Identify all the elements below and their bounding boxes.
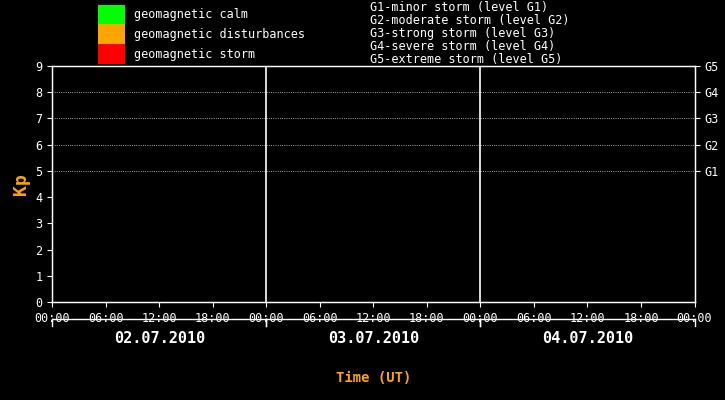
Text: 02.07.2010: 02.07.2010 <box>114 331 205 346</box>
Text: geomagnetic calm: geomagnetic calm <box>134 8 248 21</box>
Text: G5-extreme storm (level G5): G5-extreme storm (level G5) <box>370 53 562 66</box>
Text: G3-strong storm (level G3): G3-strong storm (level G3) <box>370 27 555 40</box>
Text: G4-severe storm (level G4): G4-severe storm (level G4) <box>370 40 555 53</box>
Text: Time (UT): Time (UT) <box>336 371 411 385</box>
Text: G2-moderate storm (level G2): G2-moderate storm (level G2) <box>370 14 569 27</box>
Bar <box>98 5 125 24</box>
Text: 04.07.2010: 04.07.2010 <box>542 331 633 346</box>
Text: 03.07.2010: 03.07.2010 <box>328 331 419 346</box>
Bar <box>98 44 125 64</box>
Bar <box>98 24 125 44</box>
Text: geomagnetic disturbances: geomagnetic disturbances <box>134 28 305 41</box>
Text: G1-minor storm (level G1): G1-minor storm (level G1) <box>370 2 548 14</box>
Y-axis label: Kp: Kp <box>12 173 30 195</box>
Text: geomagnetic storm: geomagnetic storm <box>134 48 255 61</box>
